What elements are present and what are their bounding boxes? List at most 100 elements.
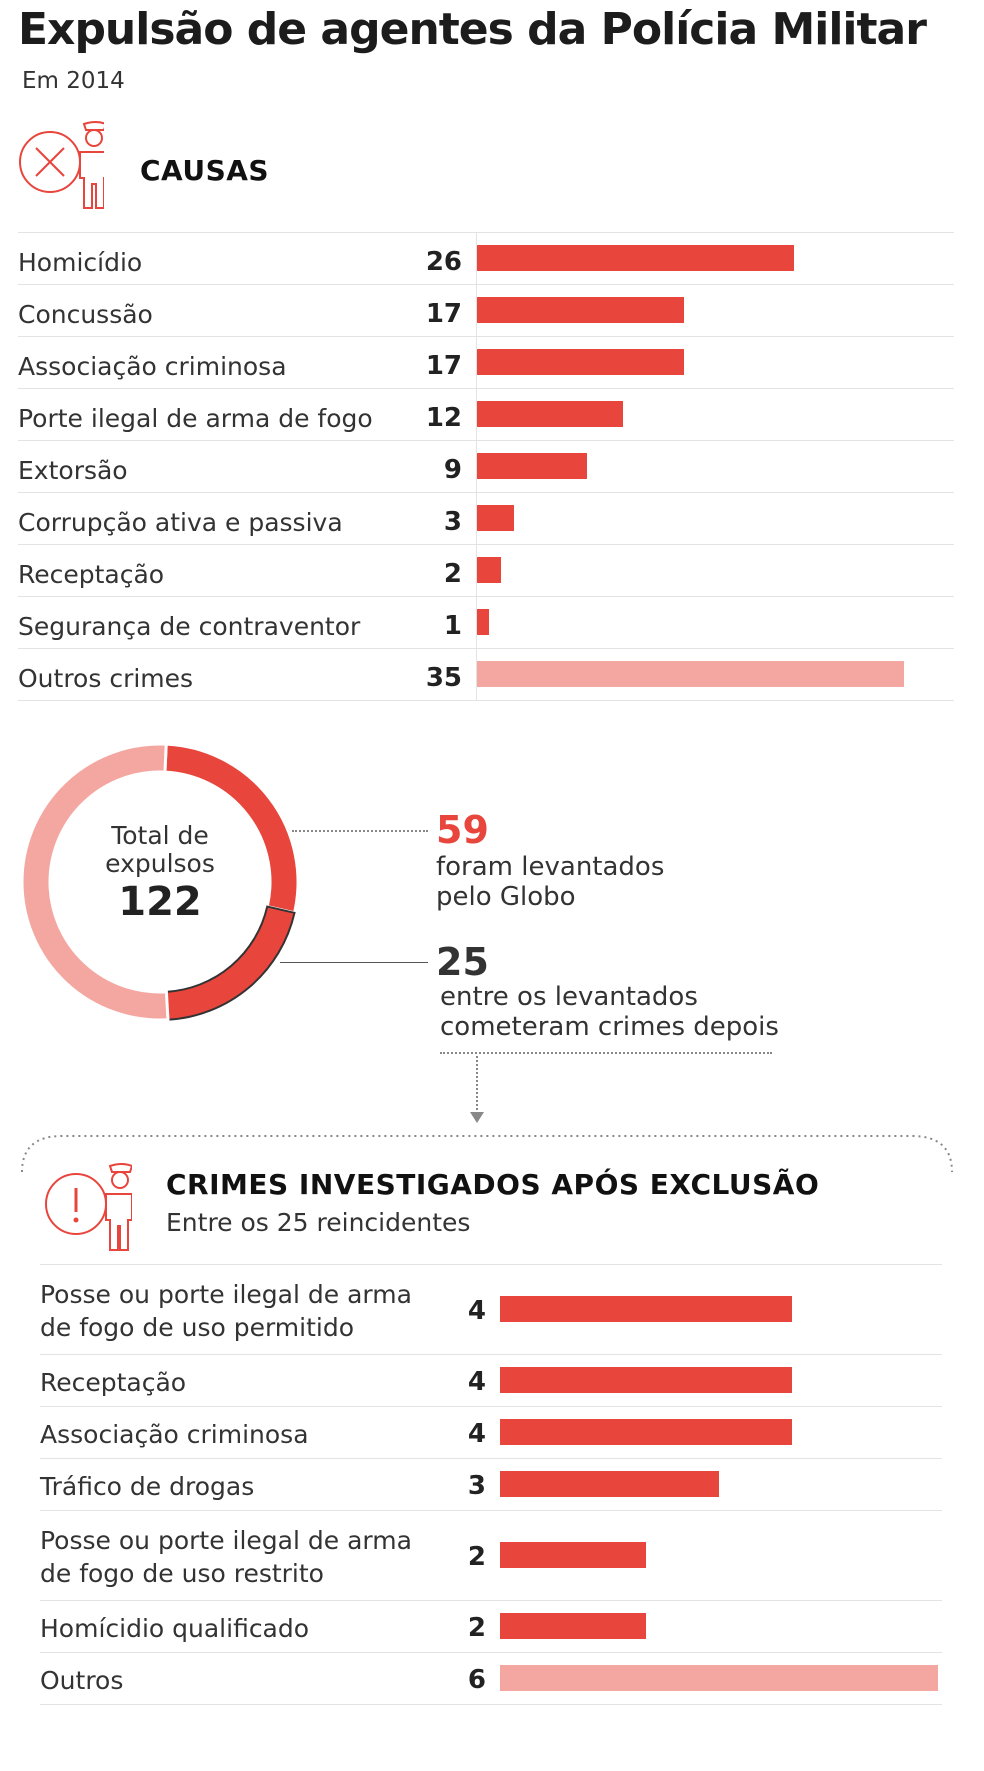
after-bar: [500, 1296, 792, 1322]
cause-value: 9: [443, 454, 462, 485]
page-subtitle: Em 2014: [22, 68, 125, 94]
after-value: 3: [467, 1470, 486, 1501]
after-bar: [500, 1613, 646, 1639]
after-row: Outros 6: [0, 1652, 984, 1704]
cause-row: Associação criminosa 17: [0, 336, 984, 388]
cause-bar: [477, 401, 623, 427]
bar-axis: [476, 232, 477, 700]
after-row: Posse ou porte ilegal de arma de fogo de …: [0, 1264, 984, 1354]
after-row: Homícidio qualificado 2: [0, 1600, 984, 1652]
row-separator: [40, 1704, 942, 1705]
row-separator: [18, 440, 954, 441]
after-bar: [500, 1542, 646, 1568]
total-donut-chart: [20, 742, 300, 1022]
donut-slice-outros: [20, 742, 170, 1022]
cause-row: Porte ilegal de arma de fogo 12: [0, 388, 984, 440]
cause-bar: [477, 297, 684, 323]
row-separator: [18, 284, 954, 285]
row-separator: [18, 336, 954, 337]
cause-row: Homicídio 26: [0, 232, 984, 284]
reincidentes-value: 25: [436, 940, 489, 984]
after-value: 2: [467, 1541, 486, 1572]
cause-label: Extorsão: [18, 455, 128, 485]
donut-total-value: 122: [118, 879, 202, 925]
after-value: 4: [467, 1366, 486, 1397]
cause-bar: [477, 505, 514, 531]
cause-label: Porte ilegal de arma de fogo: [18, 403, 373, 433]
cause-row: Concussão 17: [0, 284, 984, 336]
row-separator: [18, 700, 954, 701]
donut-caption: Total de expulsos 122: [80, 822, 240, 926]
cause-bar: [477, 609, 489, 635]
after-row: Receptação 4: [0, 1354, 984, 1406]
after-label: Receptação: [40, 1366, 186, 1399]
after-value: 6: [467, 1664, 486, 1695]
donut-caption-line1: Total de: [111, 821, 209, 850]
after-value: 4: [467, 1418, 486, 1449]
cause-value: 17: [425, 350, 462, 381]
connector-reincidentes: [280, 962, 428, 963]
officer-alert-icon: [45, 1163, 132, 1251]
cause-value: 12: [425, 402, 462, 433]
after-row: Posse ou porte ilegal de arma de fogo de …: [0, 1510, 984, 1600]
row-separator: [40, 1600, 942, 1601]
levantados-line2: pelo Globo: [436, 882, 576, 912]
after-label: Outros: [40, 1664, 123, 1697]
row-separator: [40, 1510, 942, 1511]
cause-row: Corrupção ativa e passiva 3: [0, 492, 984, 544]
row-separator: [18, 388, 954, 389]
after-label: Tráfico de drogas: [40, 1470, 254, 1503]
row-separator: [18, 596, 954, 597]
after-label-line: Receptação: [40, 1367, 187, 1397]
after-bar: [500, 1419, 792, 1445]
after-label: Associação criminosa: [40, 1418, 309, 1451]
cause-bar: [477, 557, 501, 583]
causes-section-title: CAUSAS: [140, 154, 270, 187]
reincidentes-underline: [440, 1052, 772, 1054]
cause-value: 3: [443, 506, 462, 537]
cause-bar: [477, 453, 587, 479]
after-label: Homícidio qualificado: [40, 1612, 309, 1645]
row-separator: [18, 492, 954, 493]
row-separator: [18, 232, 954, 233]
cause-row: Extorsão 9: [0, 440, 984, 492]
row-separator: [18, 544, 954, 545]
row-separator: [40, 1652, 942, 1653]
row-separator: [40, 1354, 942, 1355]
after-bar: [500, 1665, 938, 1691]
arrow-down-icon: [470, 1112, 484, 1123]
after-label: Posse ou porte ilegal de arma de fogo de …: [40, 1278, 412, 1344]
after-row: Associação criminosa 4: [0, 1406, 984, 1458]
cause-value: 35: [425, 662, 462, 693]
after-section-title: CRIMES INVESTIGADOS APÓS EXCLUSÃO: [166, 1168, 820, 1201]
cause-bar: [477, 661, 904, 687]
cause-row: Receptação 2: [0, 544, 984, 596]
cause-label: Concussão: [18, 299, 153, 329]
after-label-line: Tráfico de drogas: [40, 1471, 255, 1501]
reincidentes-line1: entre os levantados: [440, 982, 698, 1012]
after-label-line: Outros: [40, 1665, 124, 1695]
levantados-value: 59: [436, 808, 489, 852]
after-label: Posse ou porte ilegal de arma de fogo de …: [40, 1524, 412, 1590]
after-label-line: Associação criminosa: [40, 1419, 309, 1449]
cause-bar: [477, 349, 684, 375]
after-bar: [500, 1367, 792, 1393]
row-separator: [18, 648, 954, 649]
cause-value: 2: [443, 558, 462, 589]
after-label-line: Posse ou porte ilegal de arma: [40, 1280, 412, 1309]
row-separator: [40, 1458, 942, 1459]
cause-value: 1: [443, 610, 462, 641]
cause-label: Associação criminosa: [18, 351, 287, 381]
section-frame: [21, 1135, 953, 1173]
reincidentes-line2: cometeram crimes depois: [440, 1012, 779, 1042]
cause-label: Segurança de contraventor: [18, 611, 361, 641]
row-separator: [40, 1406, 942, 1407]
connector-levantados: [292, 830, 428, 832]
cause-label: Outros crimes: [18, 663, 194, 693]
after-value: 2: [467, 1612, 486, 1643]
after-label-line: de fogo de uso restrito: [40, 1559, 324, 1588]
after-section-subtitle: Entre os 25 reincidentes: [166, 1208, 471, 1237]
cause-value: 17: [425, 298, 462, 329]
cause-label: Homicídio: [18, 247, 143, 277]
officer-cancel-icon: [19, 121, 104, 209]
